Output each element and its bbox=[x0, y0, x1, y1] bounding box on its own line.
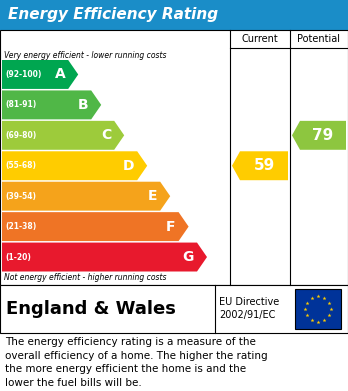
Text: The energy efficiency rating is a measure of the
overall efficiency of a home. T: The energy efficiency rating is a measur… bbox=[5, 337, 268, 388]
Bar bbox=[0, 30, 348, 285]
Text: Potential: Potential bbox=[298, 34, 340, 44]
Text: (69-80): (69-80) bbox=[5, 131, 36, 140]
Text: Energy Efficiency Rating: Energy Efficiency Rating bbox=[8, 7, 218, 23]
Text: (1-20): (1-20) bbox=[5, 253, 31, 262]
Text: Current: Current bbox=[242, 34, 278, 44]
Text: A: A bbox=[54, 68, 65, 81]
Text: (21-38): (21-38) bbox=[5, 222, 36, 231]
Polygon shape bbox=[2, 182, 170, 211]
Text: D: D bbox=[123, 159, 134, 173]
Text: G: G bbox=[183, 250, 194, 264]
Polygon shape bbox=[292, 121, 346, 150]
Text: 79: 79 bbox=[313, 128, 334, 143]
Bar bbox=[295, 289, 341, 329]
Text: C: C bbox=[101, 128, 111, 142]
Polygon shape bbox=[2, 90, 101, 119]
Text: (55-68): (55-68) bbox=[5, 161, 36, 170]
Polygon shape bbox=[2, 60, 78, 89]
Text: B: B bbox=[78, 98, 88, 112]
Text: (39-54): (39-54) bbox=[5, 192, 36, 201]
Polygon shape bbox=[2, 121, 124, 150]
Text: England & Wales: England & Wales bbox=[6, 300, 176, 318]
Text: 59: 59 bbox=[253, 158, 275, 173]
Polygon shape bbox=[2, 242, 207, 271]
Text: EU Directive: EU Directive bbox=[219, 297, 279, 307]
Text: Very energy efficient - lower running costs: Very energy efficient - lower running co… bbox=[4, 51, 166, 60]
Text: 2002/91/EC: 2002/91/EC bbox=[219, 310, 275, 320]
Bar bbox=[0, 285, 348, 333]
Text: (92-100): (92-100) bbox=[5, 70, 41, 79]
Text: Not energy efficient - higher running costs: Not energy efficient - higher running co… bbox=[4, 273, 166, 282]
Text: F: F bbox=[166, 220, 176, 233]
Text: E: E bbox=[148, 189, 157, 203]
Polygon shape bbox=[2, 212, 189, 241]
Polygon shape bbox=[232, 151, 288, 180]
Bar bbox=[0, 0, 348, 30]
Text: (81-91): (81-91) bbox=[5, 100, 36, 109]
Polygon shape bbox=[2, 151, 147, 180]
